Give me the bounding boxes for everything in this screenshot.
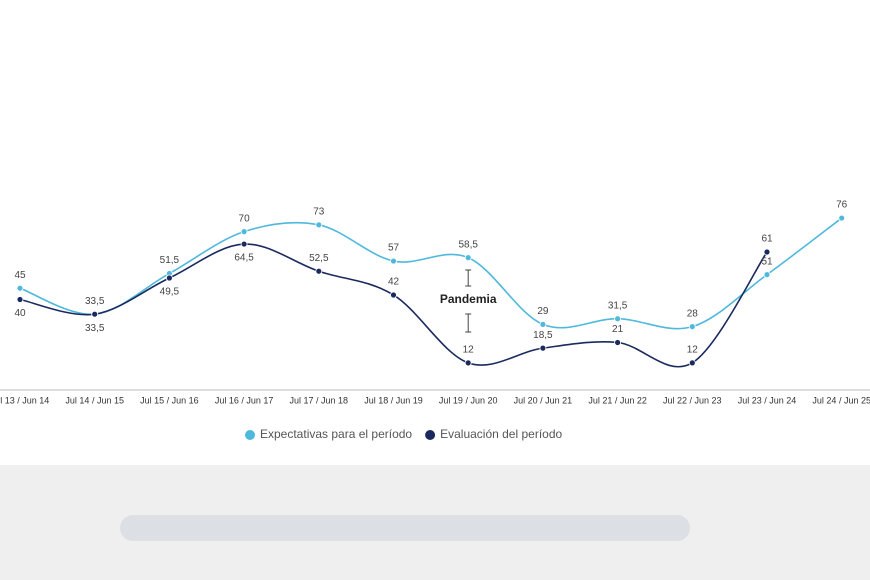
data-label: 49,5: [160, 287, 180, 298]
series-line: [19, 243, 768, 368]
data-label: 29: [537, 306, 549, 317]
blurred-bar: [120, 515, 690, 541]
x-tick-label: Jul 19 / Jun 20: [439, 395, 498, 405]
data-label: 31,5: [608, 300, 628, 311]
x-tick-label: Jul 22 / Jun 23: [663, 395, 722, 405]
point: [464, 359, 472, 367]
point: [390, 291, 397, 299]
point: [763, 271, 771, 279]
point: [91, 310, 99, 318]
x-tick-label: Jul 17 / Jun 18: [290, 395, 349, 405]
annotation: Pandemia: [440, 292, 497, 306]
x-tick-label: Jul 20 / Jun 21: [514, 395, 573, 405]
data-label: 51,5: [160, 255, 180, 266]
point: [763, 248, 771, 256]
point: [240, 240, 248, 248]
data-label: 52,5: [309, 253, 329, 264]
legend-label: Expectativas para el período: [260, 427, 412, 441]
data-label: 64,5: [234, 253, 254, 264]
data-label: 45: [14, 270, 26, 281]
point: [539, 344, 547, 352]
point: [165, 274, 173, 282]
data-label: 33,5: [85, 323, 105, 334]
data-label: 61: [761, 234, 773, 245]
data-label: 28: [687, 308, 699, 319]
x-tick-label: Jul 21 / Jun 22: [588, 395, 647, 405]
x-tick-label: Jul 23 / Jun 24: [738, 395, 797, 405]
series-line: [19, 217, 843, 330]
data-label: 70: [239, 213, 251, 224]
point: [315, 267, 323, 275]
point: [688, 323, 696, 331]
legend-marker: [245, 430, 255, 440]
point: [614, 339, 621, 346]
legend-marker: [425, 430, 436, 440]
data-label: 40: [14, 308, 26, 319]
x-tick-label: Jul 16 / Jun 17: [215, 395, 274, 405]
point: [390, 257, 397, 265]
x-tick-label: Jul 13 / Jun 14: [0, 395, 49, 405]
x-tick-label: Jul 14 / Jun 15: [65, 395, 124, 405]
data-label: 21: [612, 324, 624, 335]
point: [16, 284, 24, 292]
data-label: 58,5: [458, 239, 478, 250]
point: [539, 320, 547, 328]
point: [315, 221, 323, 229]
data-label: 73: [313, 206, 325, 217]
x-tick-label: Jul 15 / Jun 16: [140, 395, 199, 405]
data-label: 33,5: [85, 296, 105, 307]
x-tick-label: Jul 24 / Jun 25: [812, 395, 870, 405]
data-label: 18,5: [533, 330, 553, 341]
legend-label: Evaluación del período: [440, 427, 562, 441]
data-label: 51: [761, 256, 773, 267]
point: [614, 315, 621, 323]
point: [240, 228, 248, 236]
point: [16, 296, 24, 303]
data-label: 76: [836, 200, 848, 211]
data-label: 12: [687, 344, 699, 355]
data-label: 42: [388, 277, 400, 288]
point: [688, 359, 696, 367]
data-label: 57: [388, 243, 400, 254]
x-tick-label: Jul 18 / Jun 19: [364, 395, 423, 405]
data-label: 12: [463, 344, 475, 355]
point: [464, 254, 472, 262]
point: [838, 214, 846, 222]
